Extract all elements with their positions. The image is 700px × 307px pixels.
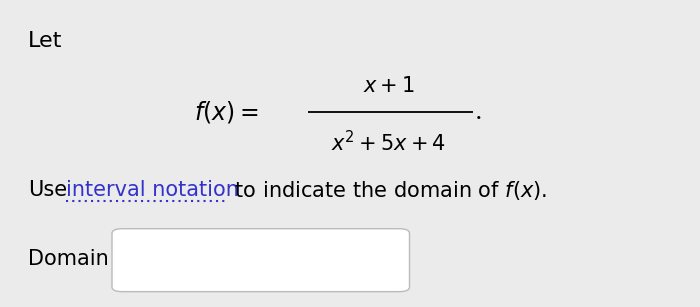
Text: Let: Let	[28, 31, 62, 51]
Text: $x^2 + 5x + 4$: $x^2 + 5x + 4$	[331, 130, 446, 155]
Text: $f(x) =$: $f(x) =$	[195, 99, 259, 125]
Text: .: .	[475, 101, 482, 123]
Text: Domain =: Domain =	[28, 249, 133, 270]
Text: Use: Use	[28, 180, 67, 200]
Text: $x + 1$: $x + 1$	[363, 76, 414, 96]
Text: interval notation: interval notation	[66, 180, 239, 200]
Text: to indicate the domain of $f(x)$.: to indicate the domain of $f(x)$.	[228, 179, 547, 202]
FancyBboxPatch shape	[112, 229, 409, 292]
